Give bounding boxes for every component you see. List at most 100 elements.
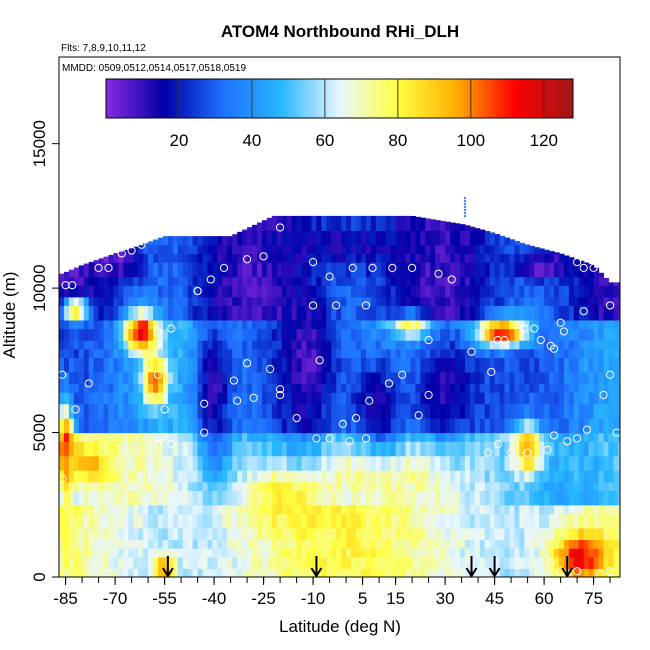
sample-point <box>351 414 361 423</box>
x-tick-label: -85 <box>53 589 78 608</box>
heatmap-cell <box>365 403 372 419</box>
colorbar-segment <box>529 79 534 118</box>
heatmap-cell <box>549 371 555 385</box>
heatmap-cell <box>554 481 560 491</box>
heatmap-cell <box>78 513 85 529</box>
heatmap-cell <box>88 276 95 286</box>
heatmap-cell <box>78 371 85 385</box>
heatmap-cell <box>593 296 600 307</box>
colorbar-tick-label: 40 <box>242 131 261 150</box>
heatmap-cell <box>78 265 85 278</box>
heatmap-cell <box>167 504 174 515</box>
heatmap-cell <box>222 296 228 307</box>
heatmap-cell <box>187 568 194 577</box>
heatmap-cell <box>370 383 377 393</box>
heatmap-cell <box>410 527 416 541</box>
heatmap-cell <box>177 319 184 330</box>
heatmap-cell <box>301 305 308 321</box>
heatmap-cell <box>212 348 218 359</box>
heatmap-cell <box>103 371 110 385</box>
sample-point <box>365 396 374 405</box>
heatmap-cell <box>128 513 134 529</box>
heatmap-cell <box>158 371 164 385</box>
heatmap-cell <box>237 556 243 569</box>
sample-point <box>493 336 502 345</box>
colorbar-segment <box>394 79 399 118</box>
heatmap-cell <box>271 504 278 515</box>
heatmap-cell <box>311 441 317 457</box>
heatmap-cell <box>143 319 149 330</box>
heatmap-cell <box>524 340 530 350</box>
heatmap-cell <box>316 418 322 434</box>
sample-point <box>368 263 377 272</box>
heatmap-cell <box>202 441 209 457</box>
colorbar-segment <box>255 79 260 118</box>
heatmap-cell <box>544 319 550 330</box>
heatmap-cell <box>563 371 570 385</box>
heatmap-cell <box>405 548 412 558</box>
heatmap-cell <box>341 253 347 263</box>
heatmap-cell <box>306 285 313 298</box>
heatmap-cell <box>549 539 555 549</box>
heatmap-cell <box>415 504 421 515</box>
heatmap-cell <box>316 432 322 442</box>
heatmap-cell <box>563 305 570 321</box>
colorbar-segment <box>178 79 184 118</box>
heatmap-cell <box>138 340 144 350</box>
heatmap-cell <box>78 527 85 541</box>
heatmap-cell <box>83 348 90 359</box>
heatmap-cell <box>459 403 466 419</box>
heatmap-cell <box>158 276 164 286</box>
heatmap-cell <box>68 481 75 491</box>
heatmap-cell <box>261 383 268 393</box>
heatmap-cell <box>291 548 298 558</box>
heatmap-cell <box>306 403 313 419</box>
heatmap-cell <box>143 243 149 246</box>
heatmap-cell <box>504 432 511 442</box>
heatmap-cell <box>415 348 421 359</box>
heatmap-cell <box>108 285 115 298</box>
heatmap-cell <box>247 504 253 515</box>
heatmap-cell <box>469 513 476 529</box>
heatmap-cell <box>242 348 248 359</box>
heatmap-cell <box>395 418 402 434</box>
heatmap-cell <box>514 253 520 263</box>
heatmap-cell <box>370 276 377 286</box>
heatmap-cell <box>306 244 313 255</box>
heatmap-cell <box>573 340 580 350</box>
heatmap-cell <box>380 470 387 483</box>
heatmap-cell <box>509 403 515 419</box>
heatmap-cell <box>469 481 476 491</box>
heatmap-cell <box>445 348 451 359</box>
heatmap-cell <box>257 403 263 419</box>
heatmap-cell <box>430 371 436 385</box>
heatmap-cell <box>177 392 184 405</box>
heatmap-cell <box>430 548 436 558</box>
heatmap-cell <box>326 305 332 321</box>
heatmap-cell <box>390 262 397 278</box>
heatmap-cell <box>187 403 194 419</box>
heatmap-cell <box>162 305 169 321</box>
heatmap-cell <box>524 432 530 442</box>
heatmap-cell <box>336 276 342 286</box>
colorbar-segment <box>357 79 362 118</box>
heatmap-cell <box>232 357 238 373</box>
heatmap-cell <box>187 504 194 515</box>
heatmap-cell <box>593 470 600 483</box>
heatmap-cell <box>316 504 322 515</box>
colorbar-segment <box>149 79 154 118</box>
heatmap-cell <box>276 548 283 558</box>
heatmap-cell <box>108 455 115 471</box>
heatmap-cell <box>232 556 238 569</box>
heatmap-cell <box>554 383 560 393</box>
heatmap-cell <box>68 513 75 529</box>
heatmap-cell <box>489 328 496 341</box>
heatmap-cell <box>554 348 560 359</box>
heatmap-cell <box>474 230 481 246</box>
heatmap-cell <box>529 455 535 471</box>
heatmap-cell <box>440 348 446 359</box>
heatmap-cell <box>306 276 313 286</box>
heatmap-cell <box>479 262 486 278</box>
heatmap-cell <box>499 568 506 577</box>
heatmap-cell <box>608 527 614 541</box>
